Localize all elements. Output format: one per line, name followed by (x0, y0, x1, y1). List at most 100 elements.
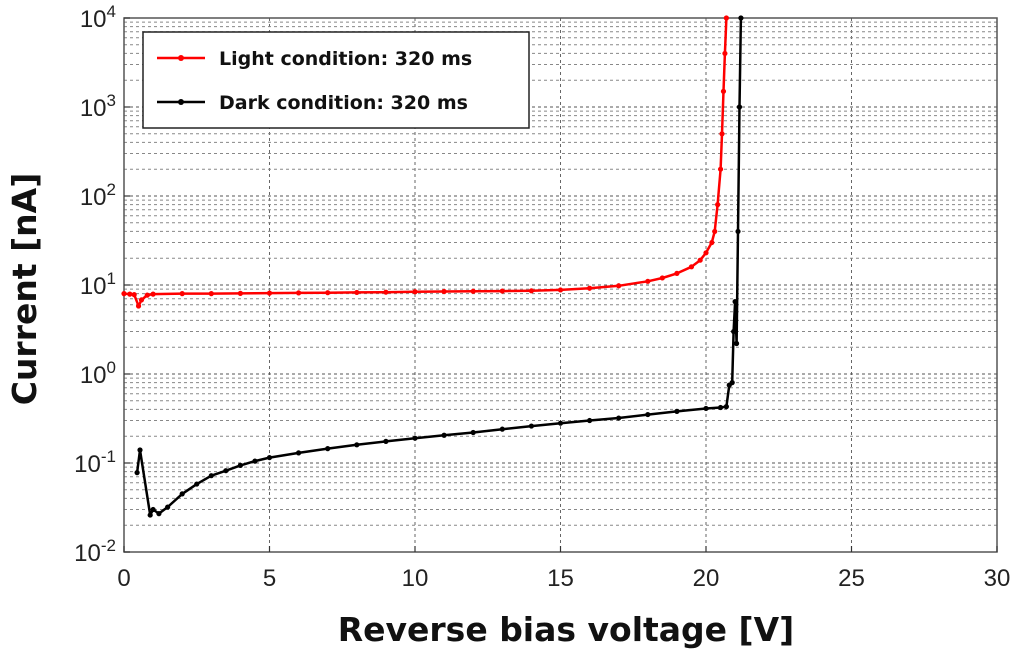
data-point (732, 299, 738, 305)
data-point (499, 288, 505, 294)
data-point (127, 291, 133, 297)
data-point (296, 290, 302, 296)
data-point (194, 481, 200, 487)
data-point (383, 289, 389, 295)
data-point (528, 423, 535, 429)
data-point (470, 429, 476, 436)
data-point (144, 292, 150, 298)
data-point (441, 432, 447, 438)
y-tick-label: 101 (80, 269, 116, 300)
data-point (697, 257, 703, 263)
data-point (296, 450, 302, 456)
data-point (703, 250, 709, 256)
data-point (709, 239, 715, 246)
legend-label: Dark condition: 320 ms (219, 92, 468, 114)
y-tick-label: 10-1 (74, 447, 116, 478)
data-point (715, 202, 721, 208)
data-point (383, 438, 389, 444)
data-point (738, 15, 744, 21)
data-point (150, 291, 156, 297)
data-point (138, 297, 145, 303)
data-point (134, 470, 140, 476)
data-point (121, 291, 127, 297)
data-point (150, 506, 156, 513)
data-point (208, 473, 214, 479)
data-point (137, 447, 143, 453)
data-point (720, 88, 727, 94)
data-point (616, 415, 622, 421)
x-tick-label: 15 (547, 565, 574, 592)
y-tick-label: 104 (80, 2, 116, 33)
data-point (733, 340, 740, 347)
data-point (723, 15, 729, 21)
x-tick-label: 5 (263, 565, 276, 592)
data-point (557, 287, 564, 293)
x-tick-label: 30 (984, 565, 1011, 592)
data-point (587, 285, 593, 291)
data-point (354, 289, 360, 296)
x-tick-label: 25 (838, 565, 865, 592)
data-point (135, 303, 142, 309)
x-tick-label: 20 (693, 565, 720, 592)
data-point (528, 288, 535, 294)
data-point (354, 442, 360, 448)
series-group (121, 15, 744, 518)
data-point (179, 491, 185, 497)
data-point (645, 411, 651, 418)
axes: 0 5 10 15 20 25 30 10-2 10-1 100 101 102 103 104 (74, 2, 1010, 592)
data-point (645, 278, 651, 284)
data-point (557, 420, 564, 426)
legend-label: Light condition: 320 ms (219, 48, 472, 70)
data-point (717, 404, 724, 411)
data-point (208, 291, 214, 297)
data-point (147, 512, 153, 518)
legend-box (142, 31, 530, 129)
data-point (712, 228, 718, 235)
data-point (325, 290, 331, 296)
data-point (252, 458, 258, 464)
data-point (223, 468, 229, 474)
legend-swatch-marker (178, 55, 184, 61)
data-point (266, 454, 273, 461)
series-light (121, 15, 729, 309)
data-point (616, 283, 622, 289)
data-point (237, 462, 243, 468)
x-tick-label: 10 (402, 565, 429, 592)
data-point (237, 290, 243, 296)
legend: Light condition: 320 ms Dark condition: 3… (142, 31, 530, 129)
data-point (659, 275, 665, 281)
y-axis-title: Current [nA] (5, 173, 44, 406)
data-point (719, 131, 725, 137)
data-point (736, 104, 743, 110)
x-tick-label: 0 (117, 565, 130, 592)
data-point (722, 50, 728, 57)
data-point (735, 228, 741, 235)
data-point (165, 504, 171, 510)
data-point (412, 289, 418, 295)
x-axis-title: Reverse bias voltage [V] (338, 610, 795, 649)
y-tick-label: 100 (80, 358, 116, 389)
data-point (703, 405, 709, 412)
data-point (731, 328, 737, 335)
data-point (729, 380, 735, 386)
series-dark (134, 15, 744, 518)
data-point (674, 408, 680, 414)
data-point (266, 290, 273, 296)
data-point (674, 270, 680, 277)
y-tick-label: 102 (80, 180, 116, 211)
data-point (688, 264, 695, 270)
data-point (131, 292, 137, 298)
y-tick-label: 103 (80, 91, 116, 122)
data-point (412, 435, 418, 441)
legend-swatch-marker (178, 99, 184, 105)
data-point (325, 446, 331, 452)
y-tick-label: 10-2 (74, 536, 116, 567)
data-point (499, 426, 505, 432)
data-point (441, 288, 447, 295)
data-point (717, 166, 724, 172)
data-point (179, 291, 185, 297)
data-point (587, 417, 593, 424)
data-point (470, 288, 476, 294)
data-point (723, 404, 729, 410)
